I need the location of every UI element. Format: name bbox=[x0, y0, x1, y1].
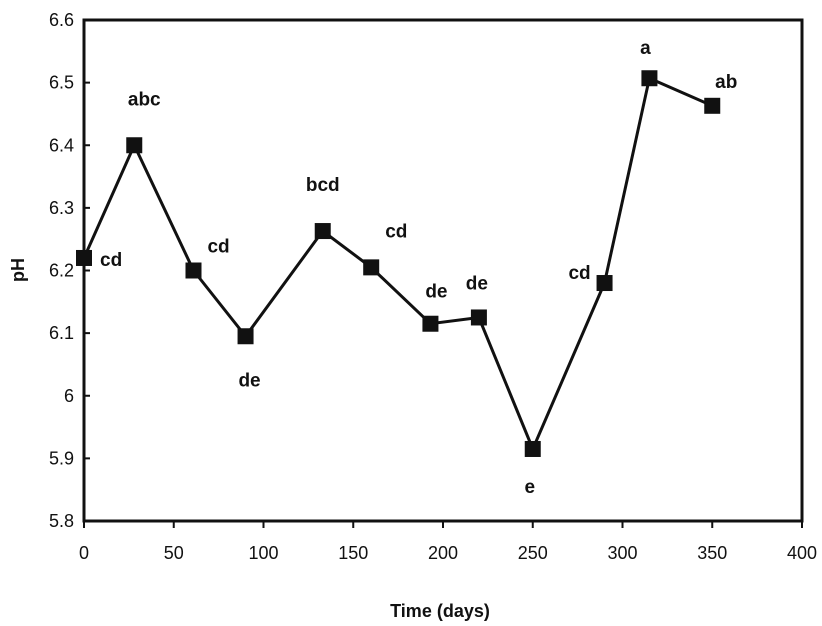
x-tick-label: 350 bbox=[697, 543, 727, 563]
data-point bbox=[704, 97, 721, 114]
data-point bbox=[314, 223, 331, 240]
y-tick-label: 6.2 bbox=[49, 261, 74, 281]
data-point bbox=[126, 137, 143, 154]
x-axis-ticks: 0 50 100 150 200 250 300 350 400 bbox=[79, 521, 817, 563]
data-point bbox=[470, 309, 487, 326]
x-tick-label: 50 bbox=[164, 543, 184, 563]
x-tick-label: 200 bbox=[428, 543, 458, 563]
x-tick-label: 100 bbox=[248, 543, 278, 563]
point-label: de bbox=[425, 282, 447, 303]
y-tick-label: 5.9 bbox=[49, 448, 74, 468]
x-tick-label: 400 bbox=[787, 543, 817, 563]
point-label: bcd bbox=[306, 175, 340, 196]
data-point bbox=[641, 70, 658, 87]
point-label: e bbox=[524, 477, 535, 498]
x-tick-label: 250 bbox=[518, 543, 548, 563]
point-label: cd bbox=[207, 237, 229, 258]
point-label: ab bbox=[715, 72, 737, 93]
y-tick-label: 5.8 bbox=[49, 511, 74, 531]
y-tick-label: 6.4 bbox=[49, 135, 74, 155]
x-tick-label: 300 bbox=[607, 543, 637, 563]
data-markers bbox=[76, 70, 721, 457]
point-label: de bbox=[238, 370, 260, 391]
y-tick-label: 6.1 bbox=[49, 323, 74, 343]
point-label: a bbox=[640, 38, 651, 59]
point-label: cd bbox=[568, 263, 590, 284]
y-tick-label: 6.5 bbox=[49, 73, 74, 93]
data-point bbox=[237, 328, 254, 345]
data-point bbox=[524, 440, 541, 457]
x-axis-title: Time (days) bbox=[390, 601, 490, 621]
x-tick-label: 150 bbox=[338, 543, 368, 563]
x-tick-label: 0 bbox=[79, 543, 89, 563]
point-label: abc bbox=[128, 89, 161, 110]
point-label: cd bbox=[100, 250, 122, 271]
data-point bbox=[76, 249, 92, 266]
data-point bbox=[596, 275, 613, 292]
y-axis-ticks: 5.8 5.9 6 6.1 6.2 6.3 6.4 6.5 6.6 bbox=[49, 10, 90, 531]
point-label: cd bbox=[385, 221, 407, 242]
data-point bbox=[363, 259, 380, 276]
y-tick-label: 6.3 bbox=[49, 198, 74, 218]
y-axis-title: pH bbox=[8, 258, 28, 282]
series-line bbox=[82, 76, 713, 453]
y-tick-label: 6 bbox=[64, 386, 74, 406]
y-tick-label: 6.6 bbox=[49, 10, 74, 30]
data-point bbox=[422, 315, 439, 332]
point-label: de bbox=[466, 273, 488, 294]
data-point bbox=[185, 262, 202, 279]
